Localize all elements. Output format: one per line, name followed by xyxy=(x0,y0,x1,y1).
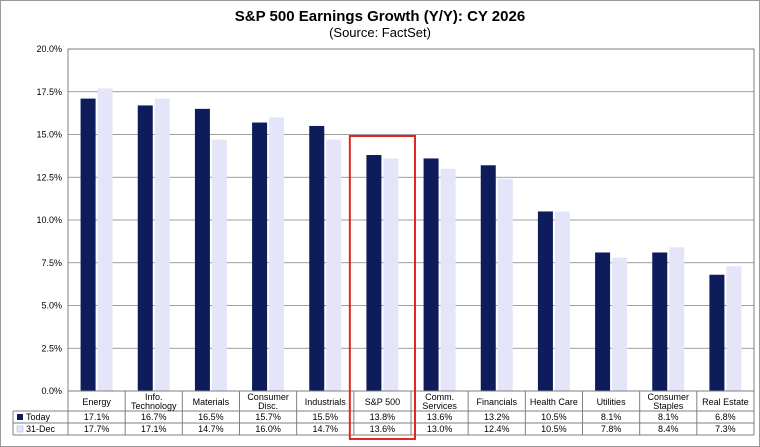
y-tick-label: 2.5% xyxy=(41,343,62,353)
data-label: 13.0% xyxy=(427,424,453,434)
data-label: 17.1% xyxy=(84,412,110,422)
category-label: Consumer xyxy=(247,392,289,402)
data-label: 14.7% xyxy=(312,424,338,434)
category-label: Industrials xyxy=(305,397,347,407)
data-label: 16.5% xyxy=(198,412,224,422)
category-label: Disc. xyxy=(258,401,278,411)
bar-today xyxy=(194,108,210,391)
category-label: Financials xyxy=(476,397,517,407)
bar-today xyxy=(366,155,382,391)
data-label: 7.3% xyxy=(715,424,736,434)
bar-today xyxy=(537,211,553,391)
data-label: 17.7% xyxy=(84,424,110,434)
category-label: Staples xyxy=(653,401,684,411)
y-tick-label: 7.5% xyxy=(41,258,62,268)
legend-key xyxy=(17,414,23,420)
data-label: 8.1% xyxy=(658,412,679,422)
y-tick-label: 15.0% xyxy=(36,130,62,140)
data-label: 15.7% xyxy=(255,412,281,422)
bar-31-dec xyxy=(383,158,399,391)
bar-31-dec xyxy=(726,266,742,391)
data-label: 15.5% xyxy=(312,412,338,422)
y-tick-label: 17.5% xyxy=(36,87,62,97)
bar-today xyxy=(309,125,325,391)
y-tick-label: 12.5% xyxy=(36,172,62,182)
data-label: 13.6% xyxy=(427,412,453,422)
category-label: Technology xyxy=(131,401,177,411)
bar-31-dec xyxy=(612,257,628,391)
bar-today xyxy=(709,274,725,391)
bar-31-dec xyxy=(440,168,456,391)
category-label: Services xyxy=(422,401,457,411)
data-label: 12.4% xyxy=(484,424,510,434)
category-label: Consumer xyxy=(647,392,689,402)
bar-31-dec xyxy=(669,247,685,391)
category-label: Energy xyxy=(82,397,111,407)
bar-today xyxy=(80,98,96,391)
data-label: 17.1% xyxy=(141,424,167,434)
category-label: Comm. xyxy=(425,392,454,402)
chart-title: S&P 500 Earnings Growth (Y/Y): CY 2026 xyxy=(235,8,525,25)
data-label: 6.8% xyxy=(715,412,736,422)
category-label: Materials xyxy=(193,397,230,407)
data-label: 10.5% xyxy=(541,424,567,434)
bar-today xyxy=(652,252,668,391)
bar-31-dec xyxy=(326,139,342,391)
y-tick-label: 10.0% xyxy=(36,215,62,225)
data-label: 13.8% xyxy=(370,412,396,422)
legend-label: 31-Dec xyxy=(26,424,56,434)
legend-label: Today xyxy=(26,412,51,422)
bar-today xyxy=(595,252,611,391)
bar-31-dec xyxy=(211,139,227,391)
bar-31-dec xyxy=(154,98,170,391)
y-tick-label: 0.0% xyxy=(41,386,62,396)
bar-31-dec xyxy=(554,211,570,391)
data-label: 8.4% xyxy=(658,424,679,434)
y-tick-label: 20.0% xyxy=(36,44,62,54)
bar-today xyxy=(252,122,268,391)
data-label: 7.8% xyxy=(601,424,622,434)
data-label: 10.5% xyxy=(541,412,567,422)
category-label: Info. xyxy=(145,392,163,402)
bar-31-dec xyxy=(97,88,113,391)
data-label: 8.1% xyxy=(601,412,622,422)
category-label: Real Estate xyxy=(702,397,749,407)
chart-subtitle: (Source: FactSet) xyxy=(329,25,431,40)
data-label: 16.0% xyxy=(255,424,281,434)
bar-31-dec xyxy=(269,117,285,392)
data-label: 14.7% xyxy=(198,424,224,434)
data-label: 13.6% xyxy=(370,424,396,434)
category-label: Utilities xyxy=(597,397,627,407)
bar-31-dec xyxy=(497,178,513,391)
category-label: Health Care xyxy=(530,397,578,407)
legend-key xyxy=(16,425,24,433)
category-label: S&P 500 xyxy=(365,397,400,407)
y-tick-label: 5.0% xyxy=(41,301,62,311)
bar-today xyxy=(480,165,496,391)
bar-today xyxy=(423,158,439,391)
highlight-box xyxy=(348,135,417,440)
data-label: 16.7% xyxy=(141,412,167,422)
bar-today xyxy=(137,105,153,392)
data-label: 13.2% xyxy=(484,412,510,422)
